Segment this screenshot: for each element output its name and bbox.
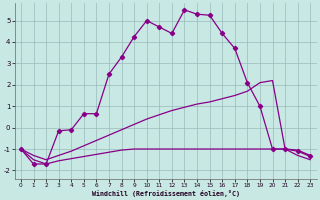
X-axis label: Windchill (Refroidissement éolien,°C): Windchill (Refroidissement éolien,°C) <box>92 190 240 197</box>
